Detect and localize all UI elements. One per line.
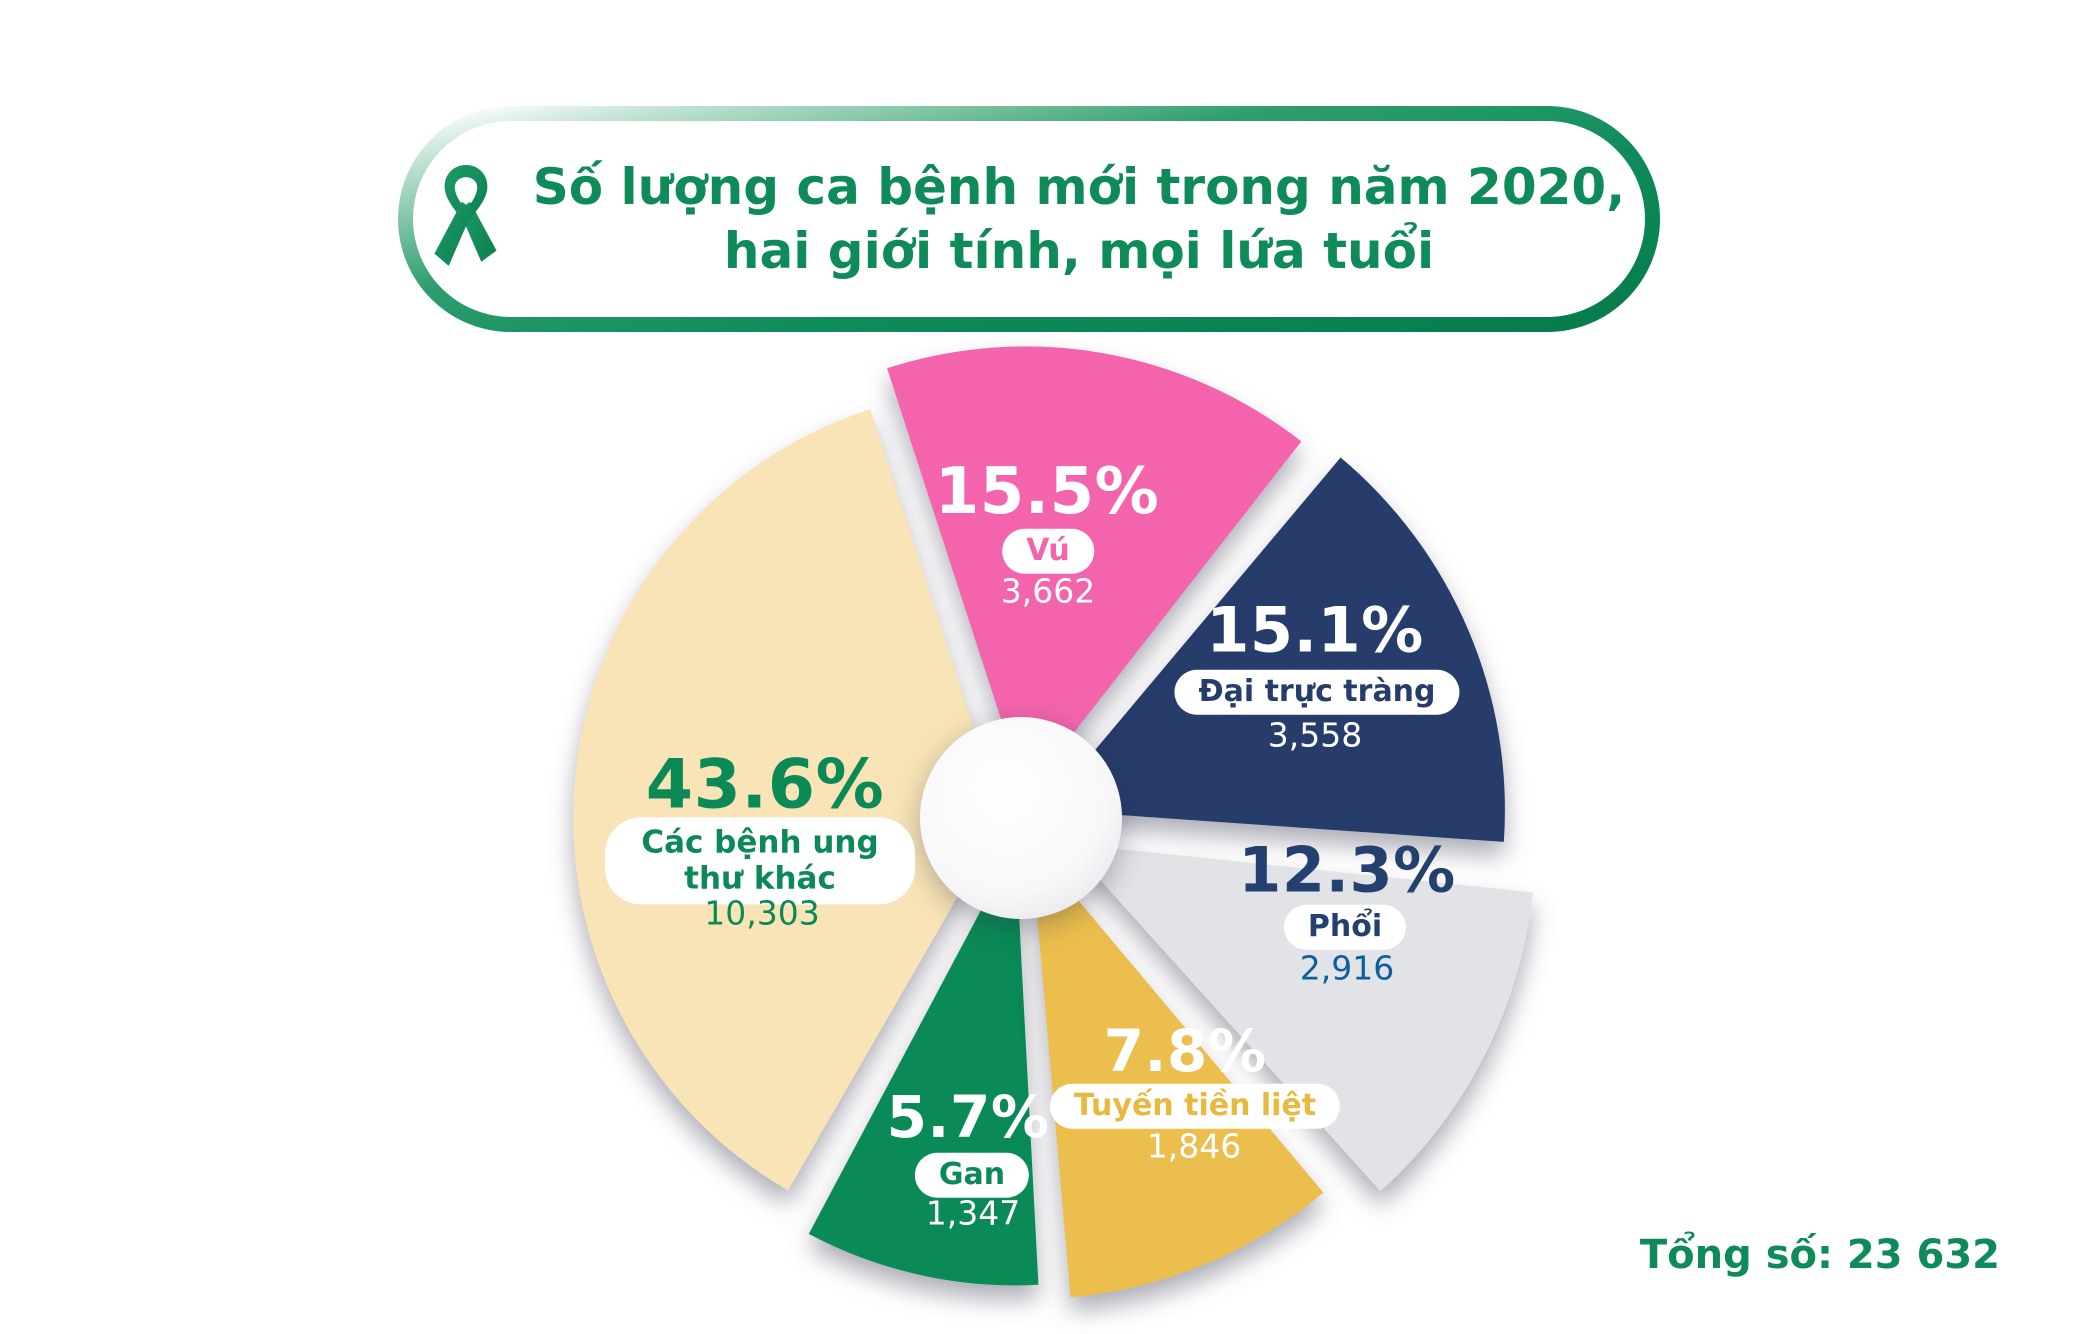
percent-label-colorectal: 15.1% bbox=[1206, 593, 1424, 667]
value-label-prostate: 1,846 bbox=[1146, 1126, 1242, 1166]
category-pill-liver: Gan bbox=[914, 1152, 1030, 1198]
value-label-lung: 2,916 bbox=[1299, 948, 1395, 988]
category-pill-other: Các bệnh ung thư khác bbox=[605, 817, 915, 905]
pie-slice-prostate bbox=[1030, 844, 1324, 1298]
value-label-colorectal: 3,558 bbox=[1267, 715, 1363, 755]
value-label-other: 10,303 bbox=[704, 893, 820, 933]
category-pill-colorectal: Đại trực tràng bbox=[1174, 669, 1460, 715]
percent-label-prostate: 7.8% bbox=[1103, 1017, 1267, 1085]
category-pill-lung: Phổi bbox=[1283, 904, 1407, 950]
pie-slice-lung bbox=[1067, 843, 1533, 1192]
value-label-breast: 3,662 bbox=[1000, 571, 1096, 611]
awareness-ribbon-icon bbox=[434, 165, 497, 266]
value-label-liver: 1,347 bbox=[925, 1193, 1021, 1233]
percent-label-liver: 5.7% bbox=[886, 1083, 1050, 1151]
category-pill-breast: Vú bbox=[1002, 528, 1094, 574]
pie-slice-breast bbox=[887, 346, 1302, 795]
total-count-label: Tổng số: 23 632 bbox=[1639, 1232, 2000, 1278]
percent-label-breast: 15.5% bbox=[934, 455, 1160, 529]
page-title-line2: hai giới tính, mọi lứa tuổi bbox=[723, 222, 1435, 280]
pie-center-circle bbox=[920, 717, 1122, 919]
pie-slice-other bbox=[573, 409, 1004, 1191]
page-title-line1: Số lượng ca bệnh mới trong năm 2020, bbox=[532, 158, 1626, 216]
page-title: Số lượng ca bệnh mới trong năm 2020, hai… bbox=[533, 155, 1625, 283]
percent-label-lung: 12.3% bbox=[1238, 833, 1456, 907]
title-banner-inner: Số lượng ca bệnh mới trong năm 2020, hai… bbox=[413, 121, 1645, 317]
category-pill-prostate: Tuyến tiền liệt bbox=[1049, 1083, 1341, 1129]
pie-slice-colorectal bbox=[1044, 457, 1505, 842]
title-banner: Số lượng ca bệnh mới trong năm 2020, hai… bbox=[398, 106, 1660, 332]
percent-label-other: 43.6% bbox=[645, 745, 885, 825]
